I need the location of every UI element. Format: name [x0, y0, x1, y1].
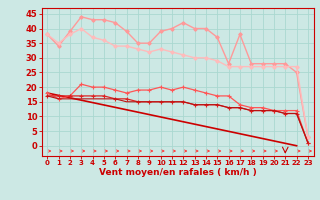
X-axis label: Vent moyen/en rafales ( km/h ): Vent moyen/en rafales ( km/h )	[99, 168, 256, 177]
